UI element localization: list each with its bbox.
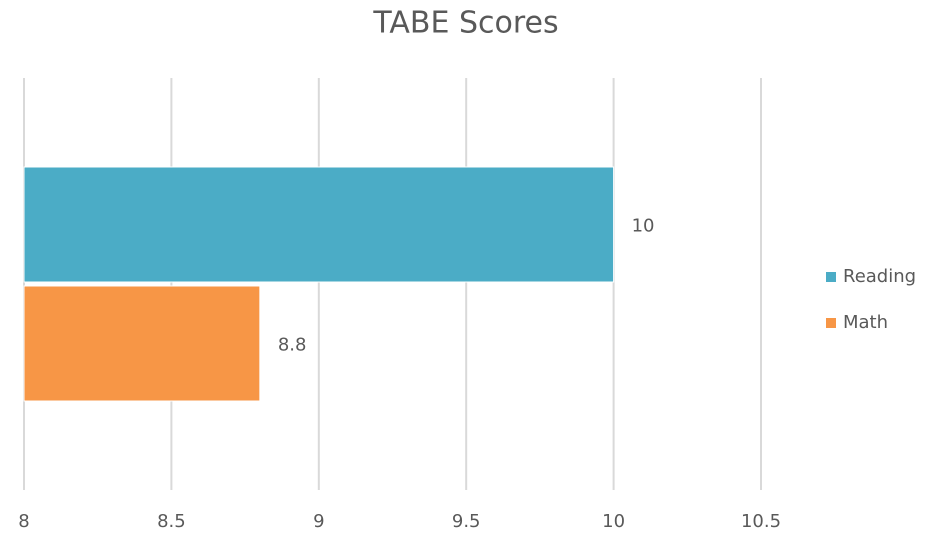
chart-title: TABE Scores: [372, 6, 558, 41]
x-tick-label: 8: [18, 511, 29, 532]
data-label: 10: [632, 216, 655, 237]
data-label: 8.8: [278, 335, 307, 356]
legend-swatch: [826, 272, 836, 282]
x-tick-label: 10.5: [741, 511, 781, 532]
x-tick-label: 9: [313, 511, 324, 532]
bar: [23, 166, 615, 283]
legend-swatch: [826, 318, 836, 328]
x-tick-label: 8.5: [157, 511, 186, 532]
bar: [23, 285, 261, 402]
x-tick-label: 10: [602, 511, 625, 532]
legend-label: Reading: [843, 266, 916, 287]
legend-label: Math: [843, 312, 888, 333]
x-tick-label: 9.5: [452, 511, 481, 532]
